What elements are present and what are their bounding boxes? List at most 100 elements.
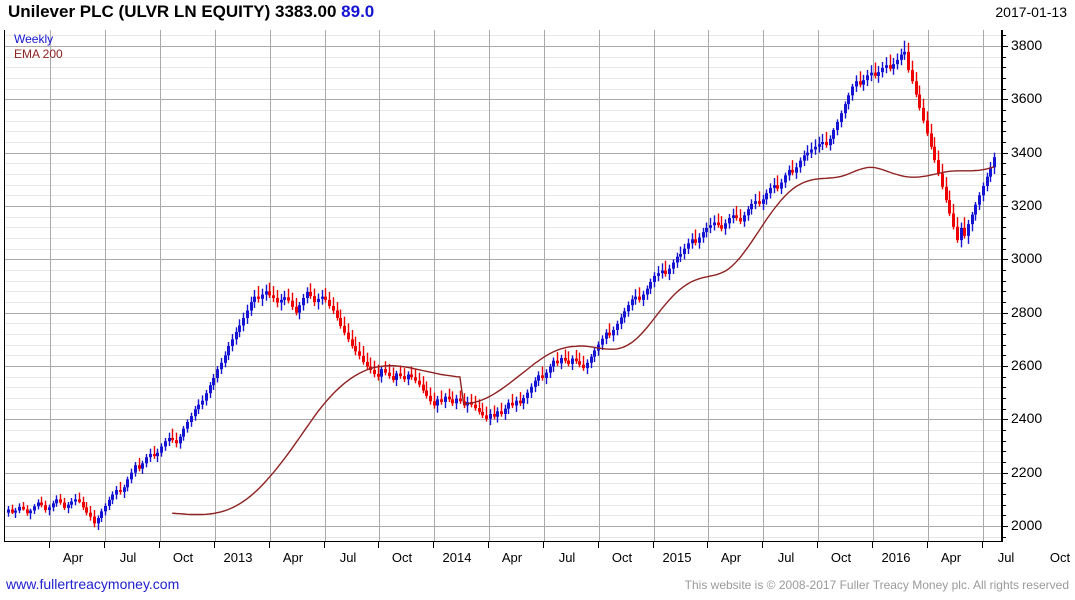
price-axis-minor-tick [1003, 387, 1006, 388]
date-axis-label: Oct [391, 550, 413, 565]
price-axis-minor-tick [1003, 281, 1006, 282]
date-axis-label: Jul [339, 550, 357, 565]
date-axis-label: Jul [558, 550, 576, 565]
price-axis-minor-tick [1003, 462, 1006, 463]
price-plot[interactable]: Weekly EMA 200 [4, 30, 1001, 542]
date-axis-label: Oct [1049, 550, 1071, 565]
date-axis-tick [433, 542, 434, 548]
legend-interval: Weekly [14, 32, 54, 46]
date-axis-label: 2015 [662, 550, 692, 565]
series-layer [7, 40, 996, 530]
date-axis-label: Jul [119, 550, 137, 565]
tick-mark [1003, 526, 1008, 527]
price-axis-label: 3800 [1011, 37, 1043, 53]
date-axis-tick [214, 542, 215, 548]
price-axis-minor-tick [1003, 355, 1006, 356]
price-axis-label: 3600 [1011, 90, 1043, 106]
tick-mark [1003, 46, 1008, 47]
price-axis-minor-tick [1003, 451, 1006, 452]
copyright-notice: This website is © 2008-2017 Fuller Treac… [684, 578, 1069, 592]
date-axis-tick [653, 542, 654, 548]
price-axis-minor-tick [1003, 89, 1006, 90]
price-axis-label: 2200 [1011, 464, 1043, 480]
date-axis-tick [378, 542, 379, 548]
date-axis-label: Apr [282, 550, 304, 565]
tick-mark [1003, 259, 1008, 260]
website-link[interactable]: www.fullertreacymoney.com [6, 576, 180, 592]
date-axis-tick [817, 542, 818, 548]
date-axis-label: Apr [720, 550, 742, 565]
price-axis-minor-tick [1003, 398, 1006, 399]
price-axis-minor-tick [1003, 174, 1006, 175]
date-axis-label: Oct [611, 550, 633, 565]
price-axis-label: 3000 [1011, 250, 1043, 266]
price-axis-label: 2800 [1011, 304, 1043, 320]
chart-container: Weekly EMA 200 [4, 30, 1001, 542]
price-axis-minor-tick [1003, 270, 1006, 271]
date-axis-tick [488, 542, 489, 548]
date-axis-tick [598, 542, 599, 548]
price-axis-minor-tick [1003, 345, 1006, 346]
legend-ema-overlay: EMA 200 [14, 47, 63, 61]
tick-mark [1003, 366, 1008, 367]
price-axis-minor-tick [1003, 537, 1006, 538]
price-axis-minor-tick [1003, 291, 1006, 292]
price-axis-minor-tick [1003, 185, 1006, 186]
grid-layer [5, 30, 1001, 541]
tick-mark [1003, 206, 1008, 207]
date-axis-label: 2014 [442, 550, 472, 565]
date-axis-tick [762, 542, 763, 548]
date-axis-label: Jul [997, 550, 1015, 565]
price-axis-minor-tick [1003, 227, 1006, 228]
date-axis: Apr Jul Oct 2013 Apr Jul Oct 2014 Apr Jul Oct 2015 A… [4, 542, 1070, 570]
price-axis-minor-tick [1003, 131, 1006, 132]
date-axis-tick [49, 542, 50, 548]
date-axis-label: 2016 [881, 550, 911, 565]
tick-mark [1003, 419, 1008, 420]
date-axis-label: Oct [172, 550, 194, 565]
price-axis-label: 2600 [1011, 357, 1043, 373]
date-axis-label: Apr [940, 550, 962, 565]
price-axis-minor-tick [1003, 441, 1006, 442]
price-axis-minor-tick [1003, 67, 1006, 68]
page-title: Unilever PLC (ULVR LN EQUITY) 3383.00 89… [8, 2, 374, 22]
price-axis-minor-tick [1003, 302, 1006, 303]
date-axis-tick [269, 542, 270, 548]
price-axis-minor-tick [1003, 377, 1006, 378]
date-axis-tick [927, 542, 928, 548]
change-value: 89.0 [341, 2, 375, 21]
price-axis: 2000 2200 2400 2600 2800 3000 3200 3400 3600 3800 [1001, 30, 1075, 542]
price-axis-minor-tick [1003, 142, 1006, 143]
price-axis-minor-tick [1003, 110, 1006, 111]
date-axis-tick [872, 542, 873, 548]
tick-mark [1003, 153, 1008, 154]
price-axis-minor-tick [1003, 483, 1006, 484]
date-axis-tick [707, 542, 708, 548]
price-axis-minor-tick [1003, 334, 1006, 335]
chart-legend: Weekly EMA 200 [14, 32, 63, 62]
chart-header: Unilever PLC (ULVR LN EQUITY) 3383.00 89… [0, 0, 1075, 28]
date-axis-label: Apr [62, 550, 84, 565]
price-axis-minor-tick [1003, 121, 1006, 122]
price-axis-label: 2400 [1011, 410, 1043, 426]
price-axis-minor-tick [1003, 35, 1006, 36]
chart-footer: www.fullertreacymoney.com This website i… [0, 574, 1075, 600]
date-axis-label: Oct [830, 550, 852, 565]
price-axis-minor-tick [1003, 238, 1006, 239]
price-axis-minor-tick [1003, 217, 1006, 218]
chart-date: 2017-01-13 [995, 4, 1067, 20]
tick-mark [1003, 99, 1008, 100]
date-axis-tick [543, 542, 544, 548]
price-axis-minor-tick [1003, 409, 1006, 410]
price-axis-minor-tick [1003, 515, 1006, 516]
price-axis-minor-tick [1003, 494, 1006, 495]
date-axis-tick [159, 542, 160, 548]
price-axis-minor-tick [1003, 323, 1006, 324]
date-axis-label: Apr [501, 550, 523, 565]
date-axis-tick [324, 542, 325, 548]
price-axis-minor-tick [1003, 505, 1006, 506]
date-axis-label: 2013 [223, 550, 253, 565]
date-axis-label: Jul [777, 550, 795, 565]
price-axis-minor-tick [1003, 163, 1006, 164]
price-axis-minor-tick [1003, 249, 1006, 250]
